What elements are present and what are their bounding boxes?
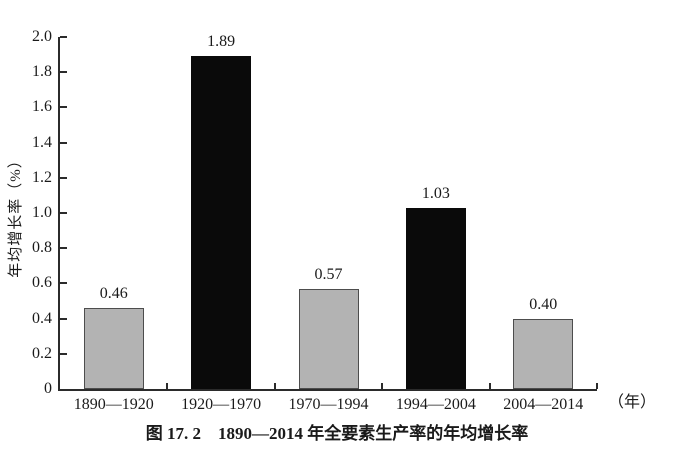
x-axis-tick xyxy=(166,383,169,389)
y-axis-tick-label: 2.0 xyxy=(32,28,52,45)
bar-value-label: 0.46 xyxy=(99,285,128,303)
bar-1890—1920 xyxy=(83,308,144,389)
y-axis-tick xyxy=(60,352,67,355)
x-axis-tick xyxy=(596,383,598,389)
y-axis-tick-label: 1.0 xyxy=(32,204,52,221)
y-axis-tick xyxy=(60,176,67,179)
x-category-label: 2004—2014 xyxy=(503,396,584,413)
y-axis-tick xyxy=(60,141,67,144)
bar-value-label: 0.40 xyxy=(529,295,558,313)
y-axis-tick xyxy=(60,282,67,285)
x-category-label: 1890—1920 xyxy=(73,396,154,413)
bar-value-label: 1.03 xyxy=(421,184,450,202)
y-axis-tick-label: 0.2 xyxy=(32,344,52,362)
y-axis-tick-label: 1.8 xyxy=(32,63,52,81)
y-axis-tick xyxy=(60,106,67,109)
figure-caption: 图 17. 2 1890—2014 年全要素生产率的年均增长率 xyxy=(145,424,529,443)
bar-1920—1970 xyxy=(191,56,252,389)
bar-1994—2004 xyxy=(405,207,466,389)
y-axis-tick xyxy=(60,317,67,320)
x-axis-tick xyxy=(381,383,384,389)
x-category-label: 1994—2004 xyxy=(395,396,476,413)
y-axis-tick xyxy=(60,247,67,250)
y-axis-tick-label: 1.4 xyxy=(32,133,52,151)
x-axis-unit-label: （年） xyxy=(608,394,657,411)
bar-value-label: 1.89 xyxy=(207,33,236,51)
y-axis-tick-label: 0.8 xyxy=(32,239,52,257)
x-axis-tick xyxy=(488,383,491,389)
bar-value-label: 0.57 xyxy=(314,265,343,283)
y-axis-tick-label: 1.6 xyxy=(32,98,52,116)
bar-2004—2014 xyxy=(513,318,574,389)
bar-1970—1994 xyxy=(298,288,359,389)
y-axis-tick xyxy=(60,36,67,38)
y-axis-tick-label: 0.6 xyxy=(32,274,52,292)
x-category-label: 1970—1994 xyxy=(288,396,369,413)
x-category-label: 1920—1970 xyxy=(181,396,262,413)
x-axis-tick xyxy=(273,383,276,389)
y-axis-tick xyxy=(60,212,67,214)
y-axis-tick-label: 0.4 xyxy=(32,309,52,327)
y-axis-tick-label: 0 xyxy=(44,380,52,397)
y-axis-tick xyxy=(60,71,67,74)
y-axis-tick-label: 1.2 xyxy=(32,168,52,186)
plot-area: 0 0.2 0.4 0.6 0.8 1.0 1.2 1.4 1.6 1.8 2.0 0.46 1890—… xyxy=(32,28,598,413)
